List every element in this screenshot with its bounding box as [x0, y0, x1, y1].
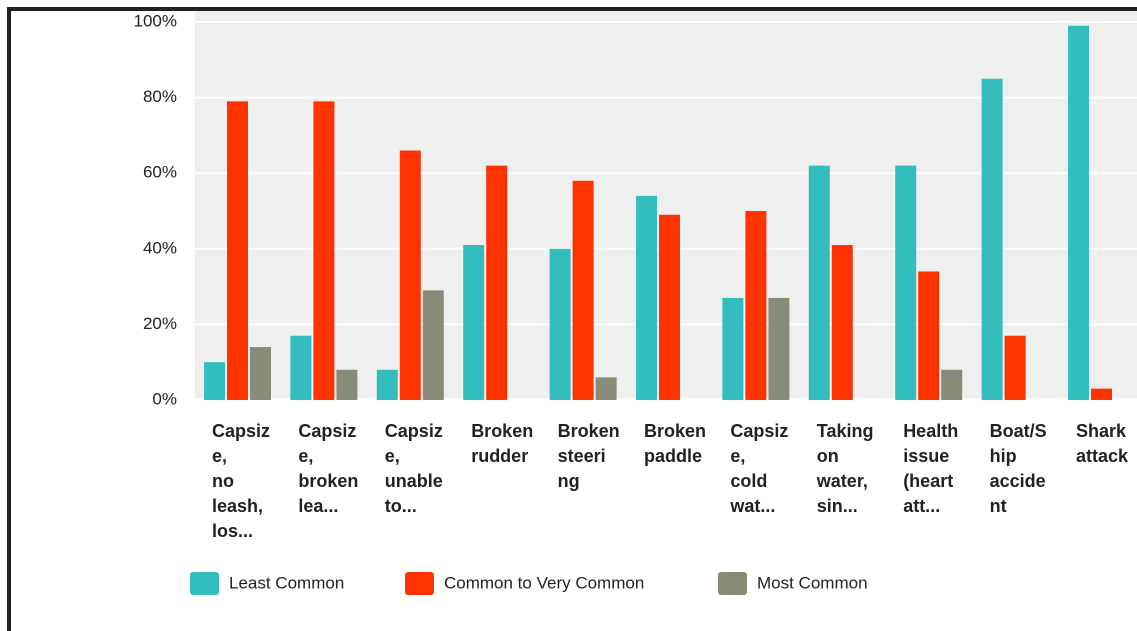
bar: [745, 211, 767, 400]
x-tick-label: Boat/S hip accide nt: [990, 421, 1047, 516]
bar: [595, 377, 617, 400]
bar: [376, 369, 398, 400]
x-tick-label: Broken steeri ng: [558, 421, 620, 491]
bar: [204, 362, 225, 400]
x-tick-label: Shark attack: [1076, 421, 1129, 466]
legend-swatch: [405, 572, 434, 595]
bar: [250, 347, 271, 400]
bar: [831, 245, 853, 400]
bar: [486, 165, 508, 400]
bar: [722, 297, 744, 400]
bar: [1004, 335, 1026, 400]
x-tick-label: Broken rudder: [471, 421, 533, 466]
y-tick-label: 100%: [134, 11, 177, 30]
bar: [895, 165, 917, 400]
x-tick-label: Health issue (heart att...: [903, 421, 958, 516]
x-tick-label: Taking on water, sin...: [816, 421, 874, 516]
x-tick-label: Broken paddle: [644, 421, 706, 466]
bar: [336, 369, 358, 400]
legend-label: Most Common: [757, 573, 868, 592]
x-tick-label: Capsiz e, no leash, los...: [212, 421, 270, 541]
frame: [7, 7, 1137, 631]
bar: [549, 248, 571, 400]
bar: [463, 245, 485, 400]
bar: [572, 180, 594, 400]
bar: [227, 101, 248, 400]
y-tick-label: 0%: [152, 389, 177, 408]
bar: [636, 195, 657, 400]
legend-swatch: [718, 572, 747, 595]
y-tick-label: 80%: [143, 87, 177, 106]
bar: [1091, 388, 1112, 400]
bar: [808, 165, 830, 400]
bar: [422, 290, 444, 400]
x-tick-label: Capsiz e, broken lea...: [298, 421, 358, 516]
bar: [290, 335, 312, 400]
bar: [941, 369, 963, 400]
bar: [399, 150, 421, 400]
bar: [1068, 25, 1089, 401]
bar: [313, 101, 335, 400]
y-tick-label: 20%: [143, 314, 177, 333]
bar: [659, 214, 680, 400]
legend-label: Common to Very Common: [444, 573, 644, 592]
legend-label: Least Common: [229, 573, 344, 592]
legend-swatch: [190, 572, 219, 595]
bar: [768, 297, 790, 400]
bar: [981, 78, 1003, 400]
x-tick-label: Capsiz e, unable to...: [385, 421, 443, 516]
x-tick-label: Capsiz e, cold wat...: [729, 421, 788, 516]
y-tick-label: 60%: [143, 163, 177, 182]
y-tick-label: 40%: [143, 238, 177, 257]
bar: [918, 271, 940, 400]
